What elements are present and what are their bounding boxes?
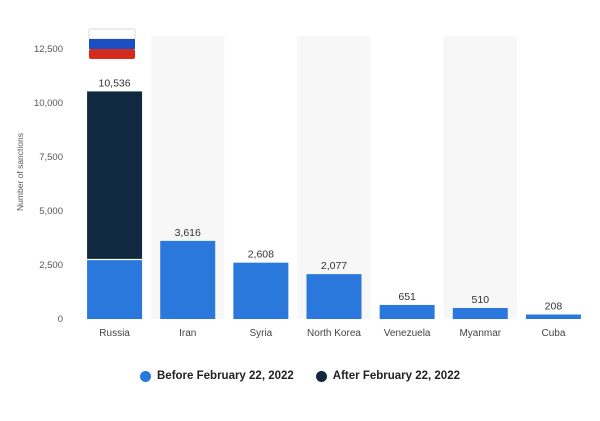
y-tick-label: 0	[58, 314, 63, 325]
x-tick-label: Myanmar	[459, 328, 501, 339]
x-tick-label: North Korea	[307, 328, 361, 339]
bar-iran-before[interactable]	[160, 240, 216, 319]
y-tick-label: 5,000	[39, 206, 63, 217]
y-tick-label: 10,000	[34, 98, 63, 109]
x-tick-label: Cuba	[541, 328, 565, 339]
legend-swatch-after	[315, 370, 327, 382]
y-tick-label: 12,500	[34, 44, 63, 55]
column-band	[297, 36, 371, 319]
data-label: 3,616	[175, 227, 201, 239]
legend-item-before[interactable]: Before February 22, 2022	[140, 370, 294, 382]
bar-russia-before[interactable]	[87, 259, 143, 319]
legend-item-after[interactable]: After February 22, 2022	[315, 370, 460, 382]
y-axis-label: Number of sanctions	[15, 133, 25, 211]
x-tick-label: Venezuela	[384, 328, 431, 339]
y-tick-label: 2,500	[39, 260, 63, 271]
bar-syria-before[interactable]	[233, 262, 289, 319]
legend-swatch-before	[140, 370, 151, 382]
data-label: 651	[398, 291, 416, 303]
data-label: 208	[545, 301, 563, 313]
bar-cuba-before[interactable]	[525, 314, 581, 319]
legend-label-before: Before February 22, 2022	[157, 370, 294, 382]
bar-myanmar-before[interactable]	[452, 307, 508, 319]
y-tick-label: 7,500	[39, 152, 63, 163]
x-tick-label: Iran	[179, 328, 196, 339]
russia-flag-icon	[88, 28, 136, 59]
column-band	[443, 36, 517, 319]
bar-venezuela-before[interactable]	[379, 304, 435, 319]
data-label: 2,608	[248, 249, 274, 261]
data-label: 10,536	[99, 77, 131, 89]
legend-label-after: After February 22, 2022	[332, 370, 460, 382]
x-tick-label: Syria	[249, 328, 272, 339]
legend: Before February 22, 2022 After February …	[0, 370, 600, 382]
bar-north-korea-before[interactable]	[306, 274, 362, 319]
data-label: 2,077	[321, 260, 347, 272]
bar-russia-after[interactable]	[87, 91, 143, 260]
x-tick-label: Russia	[99, 328, 130, 339]
data-label: 510	[472, 294, 490, 306]
